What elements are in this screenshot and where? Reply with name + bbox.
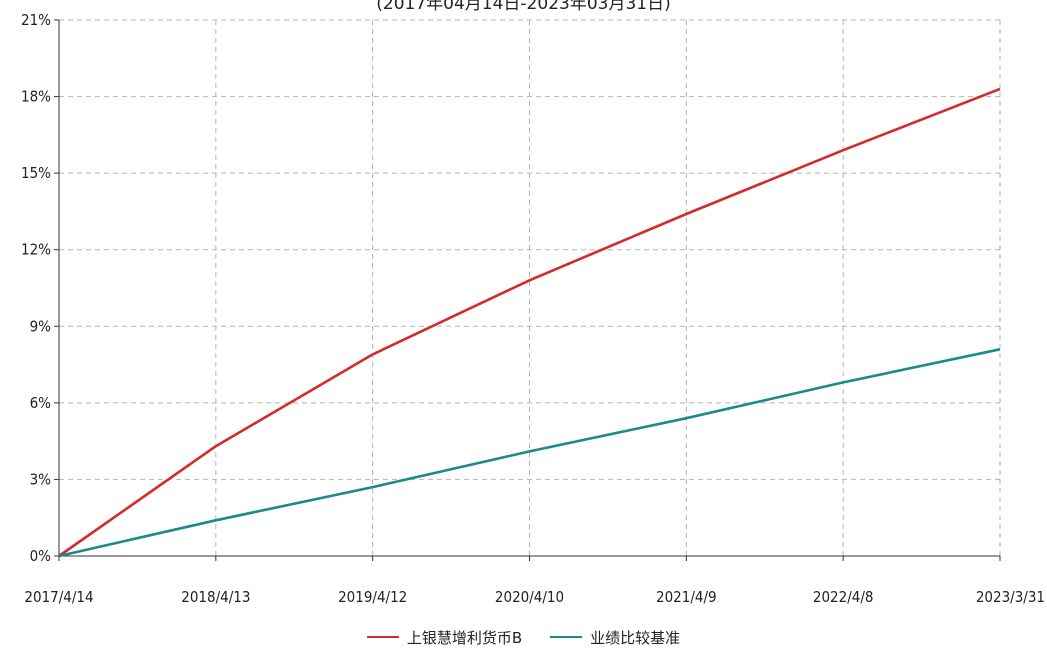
- y-tick-label: 21%: [21, 11, 51, 29]
- y-tick-label: 3%: [30, 470, 52, 488]
- x-tick-label: 2018/4/13: [181, 588, 250, 606]
- legend-swatch-fund: [366, 636, 399, 638]
- x-tick-label: 2020/4/10: [495, 588, 564, 606]
- x-tick-label: 2023/3/31: [976, 588, 1045, 606]
- y-tick-label: 6%: [30, 394, 52, 412]
- y-tick-label: 0%: [30, 547, 52, 565]
- y-tick-label: 12%: [21, 241, 51, 259]
- grid-lines: [59, 19, 1001, 556]
- series-lines: [58, 87, 1001, 558]
- legend-swatch-benchmark: [550, 636, 583, 638]
- y-axis-tick-labels: 0% 3% 6% 9% 12% 15% 18% 21%: [21, 11, 51, 565]
- x-tick-label: 2017/4/14: [24, 588, 93, 606]
- x-tick-label: 2021/4/9: [656, 588, 717, 606]
- series-line-0: [58, 87, 1001, 558]
- legend-label-fund: 上银慧增利货币B: [406, 628, 523, 647]
- legend: 上银慧增利货币B 业绩比较基准: [0, 626, 1047, 648]
- x-tick-label: 2022/4/8: [813, 588, 874, 606]
- y-tick-label: 9%: [30, 317, 52, 335]
- x-axis-tick-labels: 2017/4/14 2018/4/13 2019/4/12 2020/4/10 2021…: [24, 588, 1045, 606]
- legend-item-fund: 上银慧增利货币B: [366, 627, 523, 648]
- y-tick-label: 18%: [21, 88, 51, 106]
- axes: [54, 19, 1001, 561]
- x-tick-label: 2019/4/12: [338, 588, 407, 606]
- legend-label-benchmark: 业绩比较基准: [590, 628, 681, 647]
- series-line-1: [58, 348, 1001, 558]
- chart-subtitle: (2017年04月14日-2023年03月31日): [376, 0, 671, 14]
- y-tick-label: 15%: [21, 164, 51, 182]
- legend-item-benchmark: 业绩比较基准: [550, 627, 680, 648]
